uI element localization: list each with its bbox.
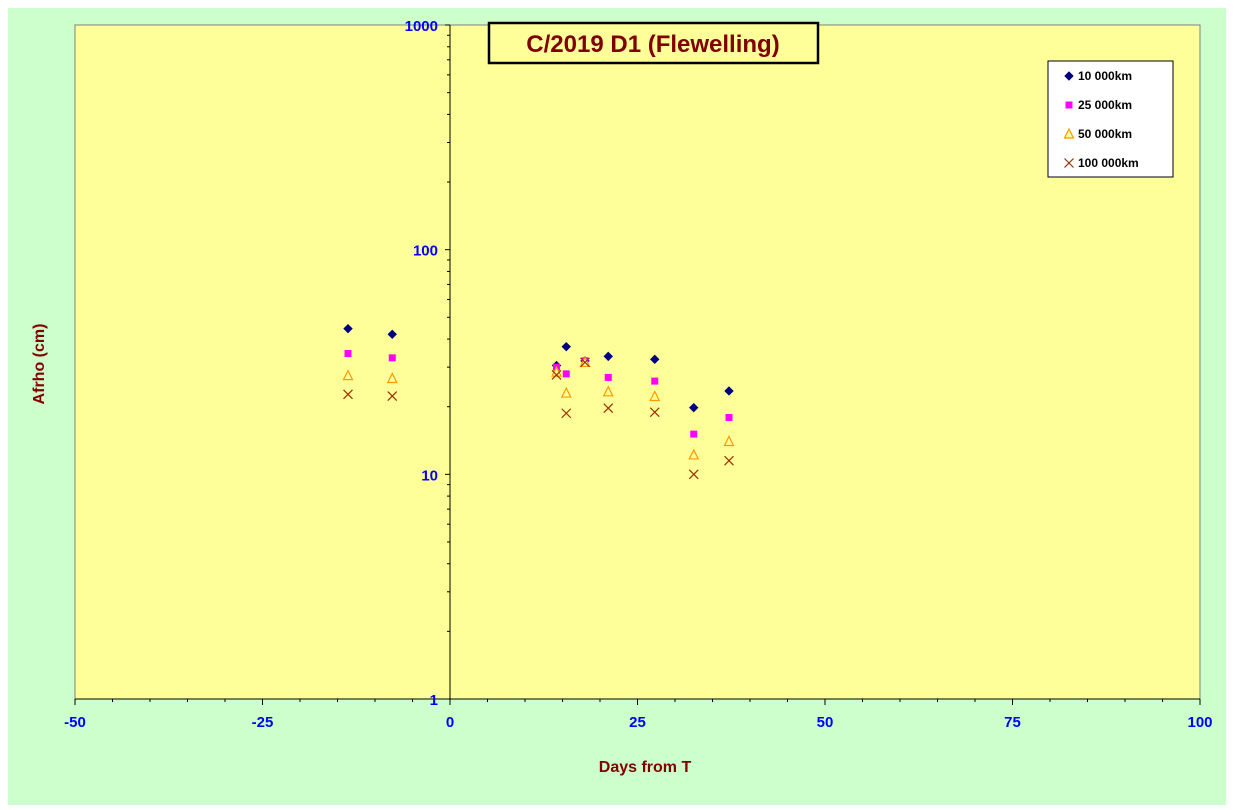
y-tick-label: 1000 bbox=[405, 18, 438, 35]
data-point bbox=[562, 370, 570, 378]
data-point bbox=[690, 430, 698, 438]
data-point bbox=[724, 386, 734, 396]
data-point bbox=[723, 435, 735, 447]
x-tick-label: 100 bbox=[1187, 714, 1212, 731]
x-tick-label: -25 bbox=[252, 714, 274, 731]
data-point bbox=[561, 341, 571, 352]
legend-marker bbox=[1064, 158, 1074, 168]
legend-entry: 25 000km bbox=[1078, 98, 1132, 112]
data-point bbox=[649, 407, 660, 418]
data-point bbox=[724, 455, 734, 466]
legend-marker bbox=[1064, 71, 1074, 81]
data-point bbox=[551, 369, 562, 380]
y-axis-title: Afrho (cm) bbox=[31, 324, 48, 405]
data-point bbox=[386, 372, 398, 384]
data-point bbox=[603, 403, 614, 414]
data-point bbox=[387, 391, 398, 402]
data-point bbox=[342, 369, 354, 381]
chart-title-text: C/2019 D1 (Flewelling) bbox=[526, 31, 779, 58]
legend-entry: 10 000km bbox=[1078, 69, 1132, 83]
data-point bbox=[602, 385, 614, 397]
legend-marker bbox=[1063, 127, 1075, 139]
data-point bbox=[649, 390, 661, 402]
legend-marker bbox=[1065, 101, 1073, 109]
data-point bbox=[561, 408, 572, 419]
data-point bbox=[580, 357, 590, 368]
legend-entry: 100 000km bbox=[1078, 156, 1139, 170]
data-point bbox=[551, 365, 562, 377]
data-point bbox=[388, 354, 396, 362]
y-tick-label: 100 bbox=[413, 243, 438, 260]
data-point bbox=[650, 354, 660, 365]
legend: 10 000km 25 000km 50 000km 100 000km bbox=[1047, 60, 1174, 178]
data-point bbox=[689, 402, 699, 413]
data-point bbox=[603, 351, 613, 362]
data-point bbox=[688, 448, 700, 460]
data-point bbox=[725, 414, 733, 422]
x-tick-label: 75 bbox=[1004, 714, 1021, 731]
legend-entry: 50 000km bbox=[1078, 127, 1132, 141]
y-tick-label: 10 bbox=[421, 467, 438, 484]
data-point bbox=[344, 350, 352, 358]
data-point bbox=[343, 323, 353, 334]
data-points bbox=[342, 323, 735, 480]
y-tick-label: 1 bbox=[430, 692, 438, 709]
axes: -50 -25 0 25 50 75 100 1 10 100 1000 bbox=[64, 18, 1212, 731]
plot-area bbox=[74, 24, 1201, 700]
x-tick-label: 0 bbox=[446, 714, 454, 731]
x-tick-label: 50 bbox=[817, 714, 834, 731]
data-point bbox=[651, 377, 659, 385]
data-point bbox=[688, 469, 699, 480]
x-tick-label: -50 bbox=[64, 714, 86, 731]
data-point bbox=[560, 386, 572, 398]
data-point bbox=[343, 389, 353, 400]
data-point bbox=[387, 329, 397, 340]
x-tick-label: 25 bbox=[629, 714, 646, 731]
data-point bbox=[604, 373, 612, 381]
x-axis-title: Days from T bbox=[599, 759, 692, 776]
chart-title: C/2019 D1 (Flewelling) bbox=[487, 21, 820, 65]
